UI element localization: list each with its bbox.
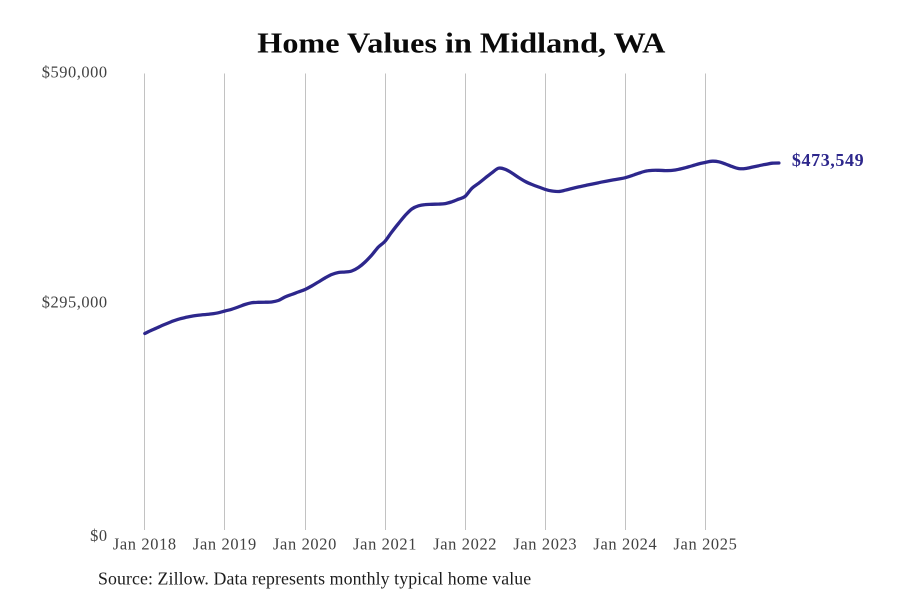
svg-text:Jan 2018: Jan 2018	[113, 535, 177, 554]
svg-text:$0: $0	[90, 526, 108, 545]
svg-text:Home Values in Midland, WA: Home Values in Midland, WA	[257, 27, 665, 59]
svg-text:Jan 2025: Jan 2025	[674, 535, 738, 554]
svg-text:$473,549: $473,549	[792, 150, 864, 170]
svg-text:Jan 2023: Jan 2023	[513, 535, 577, 554]
svg-text:Jan 2022: Jan 2022	[433, 535, 497, 554]
svg-text:$590,000: $590,000	[42, 63, 108, 82]
svg-text:Source: Zillow. Data represent: Source: Zillow. Data represents monthly …	[98, 568, 531, 588]
svg-text:Jan 2024: Jan 2024	[593, 535, 657, 554]
svg-text:Jan 2021: Jan 2021	[353, 535, 417, 554]
svg-text:$295,000: $295,000	[42, 293, 108, 312]
svg-text:Jan 2019: Jan 2019	[193, 535, 257, 554]
svg-text:Jan 2020: Jan 2020	[273, 535, 337, 554]
